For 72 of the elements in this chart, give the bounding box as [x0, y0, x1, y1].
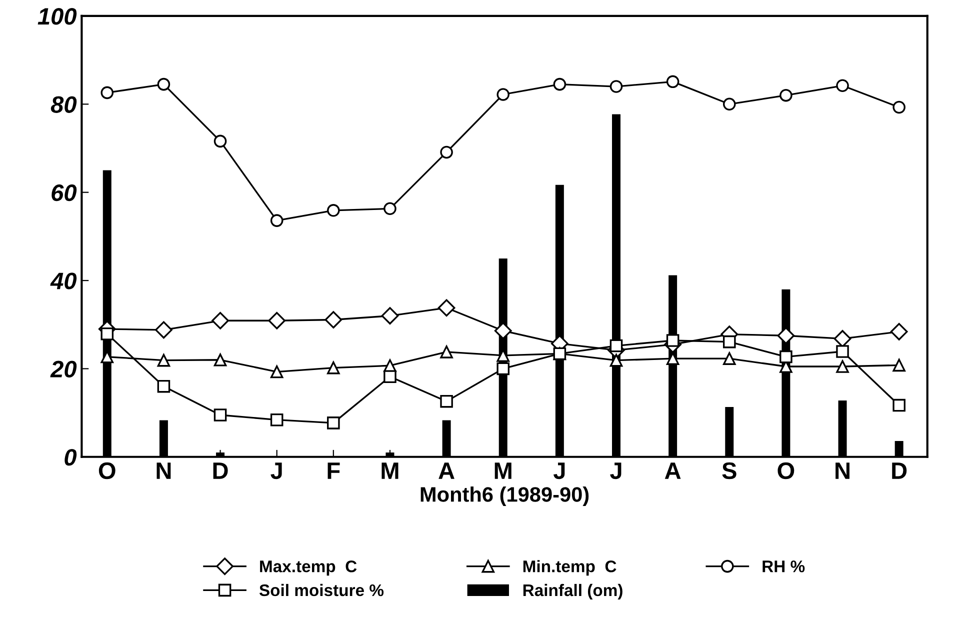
x-tick-label: D	[892, 462, 907, 479]
point	[553, 78, 566, 91]
y-tick-label: 100	[38, 8, 77, 25]
point	[722, 335, 736, 348]
x-tick-label: J	[610, 462, 622, 480]
y-tick-label: 60	[52, 184, 77, 202]
point	[836, 360, 849, 373]
point	[384, 370, 396, 384]
point	[496, 362, 510, 376]
legend-label: Rainfall (om)	[523, 584, 622, 600]
point	[610, 339, 623, 352]
point	[324, 311, 342, 328]
point	[100, 86, 114, 100]
point	[666, 334, 680, 347]
legend-label: Soil moisture %	[259, 584, 384, 596]
x-tick-label: S	[722, 462, 736, 480]
legend-label: Max.temp C	[260, 560, 357, 576]
point	[496, 88, 510, 101]
point	[384, 202, 396, 216]
point	[327, 361, 340, 374]
point	[157, 354, 170, 367]
point	[892, 398, 906, 412]
point	[270, 214, 284, 227]
x-tick-label: M	[382, 462, 398, 479]
x-tick-label: A	[664, 462, 681, 479]
point	[440, 346, 453, 358]
point	[494, 322, 512, 340]
point	[157, 78, 170, 91]
point	[212, 312, 229, 330]
x-tick-label: D	[213, 462, 228, 479]
x-tick-label: N	[836, 462, 850, 479]
point	[270, 365, 284, 378]
y-tick-label: 0	[64, 448, 77, 466]
point	[666, 75, 680, 88]
point	[610, 80, 623, 93]
x-axis-title: Month6 (1989-90)	[420, 486, 589, 506]
point	[214, 408, 227, 422]
point	[268, 312, 286, 330]
point	[381, 307, 399, 324]
point	[892, 358, 906, 372]
x-tick-label: O	[98, 462, 116, 480]
y-tick-label: 40	[50, 272, 77, 290]
point	[722, 98, 736, 111]
point	[214, 353, 227, 366]
point	[892, 100, 906, 114]
point	[834, 330, 852, 348]
point	[157, 380, 170, 393]
point	[836, 79, 849, 92]
x-tick-label: O	[778, 462, 794, 480]
x-tick-label: J	[553, 462, 565, 480]
x-tick-label: N	[156, 462, 171, 479]
legend-label: Min.temp C	[523, 560, 616, 576]
legend-label: RH %	[762, 560, 805, 572]
point	[440, 394, 453, 408]
x-tick-label: A	[438, 462, 454, 479]
y-tick-label: 80	[50, 96, 77, 113]
point	[836, 345, 849, 358]
point	[327, 416, 340, 430]
point	[780, 88, 792, 102]
point	[327, 204, 340, 217]
point	[214, 134, 227, 148]
point	[438, 299, 456, 317]
point	[270, 413, 284, 426]
point	[890, 322, 908, 340]
x-tick-label: M	[494, 462, 512, 479]
point	[100, 327, 114, 340]
x-tick-label: F	[328, 462, 340, 479]
x-tick-label: J	[270, 462, 282, 480]
point	[155, 321, 172, 339]
point	[440, 146, 453, 159]
y-tick-label: 20	[50, 360, 77, 378]
point	[780, 350, 792, 364]
